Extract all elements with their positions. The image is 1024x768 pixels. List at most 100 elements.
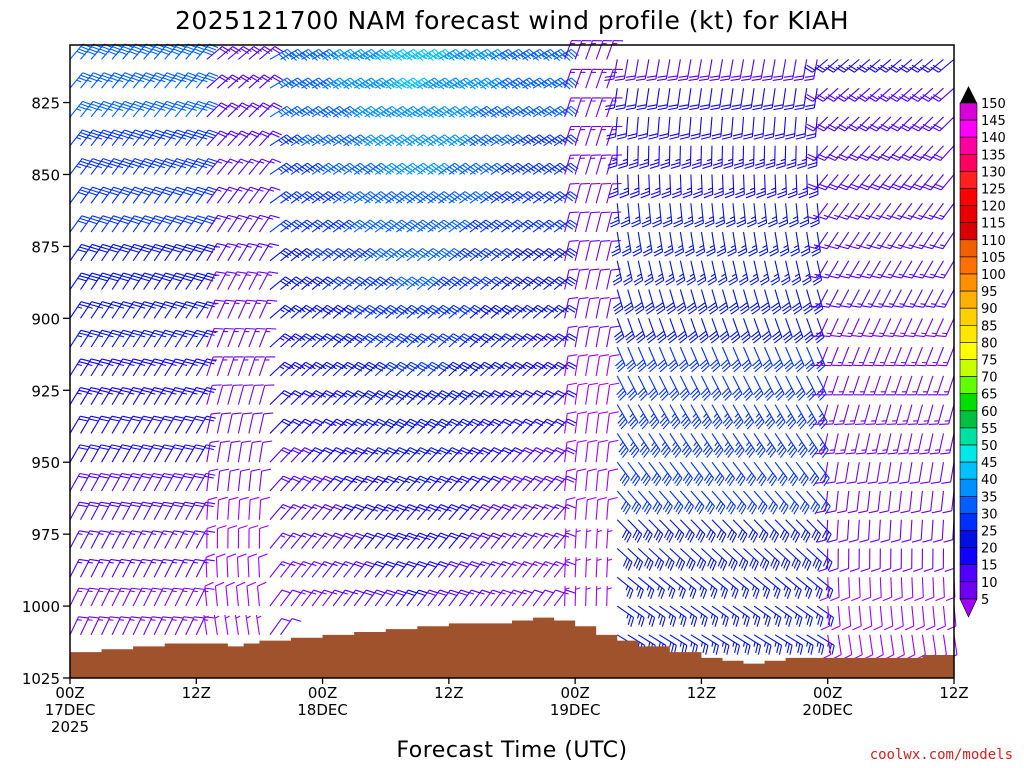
wind-barb-shaft xyxy=(122,101,136,118)
wind-barb-flag xyxy=(88,105,99,111)
wind-barb-flag xyxy=(183,48,194,53)
wind-barb-shaft xyxy=(80,616,90,636)
wind-barb-flag xyxy=(88,504,98,508)
wind-barb xyxy=(164,158,187,175)
wind-barb-flag xyxy=(91,46,101,51)
wind-barb-flag xyxy=(183,418,194,422)
wind-barb-halfflag xyxy=(192,619,198,621)
wind-barb-halfflag xyxy=(139,79,145,83)
wind-barb-flag xyxy=(164,415,174,419)
wind-barb-shaft xyxy=(122,186,135,204)
wind-barb-flag xyxy=(206,131,216,137)
wind-barb xyxy=(132,358,154,377)
wind-barb xyxy=(185,129,208,147)
wind-barb-halfflag xyxy=(215,245,221,248)
wind-barb-shaft xyxy=(174,330,187,348)
wind-barb xyxy=(101,472,121,492)
wind-barb-flag xyxy=(173,303,184,308)
wind-barb-flag xyxy=(164,444,174,448)
wind-barb-halfflag xyxy=(140,363,146,367)
wind-barb-halfflag xyxy=(77,533,83,535)
wind-barb xyxy=(185,558,205,578)
wind-barb-halfflag xyxy=(139,137,145,140)
wind-barb-flag xyxy=(195,160,206,165)
wind-barb-halfflag xyxy=(203,363,209,367)
wind-barb-flag xyxy=(193,220,203,225)
wind-barb-flag xyxy=(99,163,109,168)
wind-barb-shaft xyxy=(111,530,122,549)
wind-barb-flag xyxy=(112,243,123,248)
wind-barb-flag xyxy=(143,160,153,165)
wind-barb-flag xyxy=(187,158,197,163)
wind-barb xyxy=(101,272,123,290)
wind-barb-halfflag xyxy=(150,619,156,621)
wind-barb-shaft xyxy=(185,129,199,147)
wind-barb-shaft xyxy=(185,444,197,463)
wind-barb-shaft xyxy=(111,444,123,463)
wind-barb-shaft xyxy=(174,616,185,636)
wind-barb-flag xyxy=(79,217,90,222)
wind-barb xyxy=(111,616,131,636)
wind-barb xyxy=(101,444,121,463)
wind-barb-shaft xyxy=(69,559,80,578)
wind-barb-flag xyxy=(195,472,205,476)
wind-barb-flag xyxy=(182,277,193,282)
wind-barb-flag xyxy=(101,301,112,305)
wind-barb-flag xyxy=(121,189,132,194)
wind-barb-shaft xyxy=(185,473,196,492)
wind-barb-flag xyxy=(101,46,111,51)
wind-barb-flag xyxy=(119,249,130,253)
wind-barb xyxy=(69,530,89,549)
wind-barb-flag xyxy=(174,444,185,448)
wind-barb-shaft xyxy=(164,501,175,521)
wind-barb-flag xyxy=(197,186,207,191)
wind-barb-shaft xyxy=(90,43,105,60)
wind-barb-flag xyxy=(182,249,193,253)
wind-barb xyxy=(90,530,110,549)
wind-barb-shaft xyxy=(111,186,125,204)
wind-barb-flag xyxy=(154,46,164,51)
wind-barb xyxy=(111,158,134,175)
wind-barb-flag xyxy=(197,158,208,163)
wind-barb-flag xyxy=(152,303,163,308)
wind-barb-flag xyxy=(155,129,166,134)
wind-barb-flag xyxy=(175,329,185,334)
wind-barb xyxy=(164,530,184,549)
wind-barb-flag xyxy=(99,77,109,82)
wind-barb xyxy=(80,72,103,89)
wind-barb-flag xyxy=(194,48,204,53)
wind-barb-halfflag xyxy=(182,561,188,564)
wind-barb xyxy=(153,186,176,204)
wind-barb-flag xyxy=(175,103,185,108)
wind-barb-flag xyxy=(133,74,143,80)
wind-barb-flag xyxy=(124,72,134,77)
wind-barb-shaft xyxy=(174,587,185,607)
wind-barb-flag xyxy=(99,105,109,111)
wind-barb-halfflag xyxy=(149,137,155,140)
wind-barb-shaft xyxy=(80,530,91,549)
wind-barb-flag xyxy=(98,191,109,196)
wind-barb-flag xyxy=(174,472,184,476)
wind-barb-halfflag xyxy=(170,165,176,169)
wind-barb-halfflag xyxy=(225,274,230,276)
wind-barb-shaft xyxy=(101,530,112,549)
wind-barb xyxy=(132,415,153,434)
wind-barb-shaft xyxy=(153,530,164,549)
wind-barb xyxy=(143,472,163,492)
wind-barb-flag xyxy=(111,387,122,391)
wind-barb-flag xyxy=(194,105,204,111)
wind-barb-flag xyxy=(196,358,206,362)
wind-barb-flag xyxy=(133,272,144,277)
wind-barb-flag xyxy=(78,389,89,393)
wind-barb-flag xyxy=(186,272,196,277)
wind-barb-flag xyxy=(80,103,90,108)
wind-barb-flag xyxy=(133,46,143,51)
wind-barb xyxy=(111,243,133,262)
wind-barb-shaft xyxy=(122,616,132,636)
wind-barb-flag xyxy=(103,72,113,77)
wind-barb-flag xyxy=(131,418,141,422)
wind-barb-halfflag xyxy=(129,619,135,621)
wind-barb-shaft xyxy=(164,330,177,348)
wind-barb-flag xyxy=(245,327,256,330)
